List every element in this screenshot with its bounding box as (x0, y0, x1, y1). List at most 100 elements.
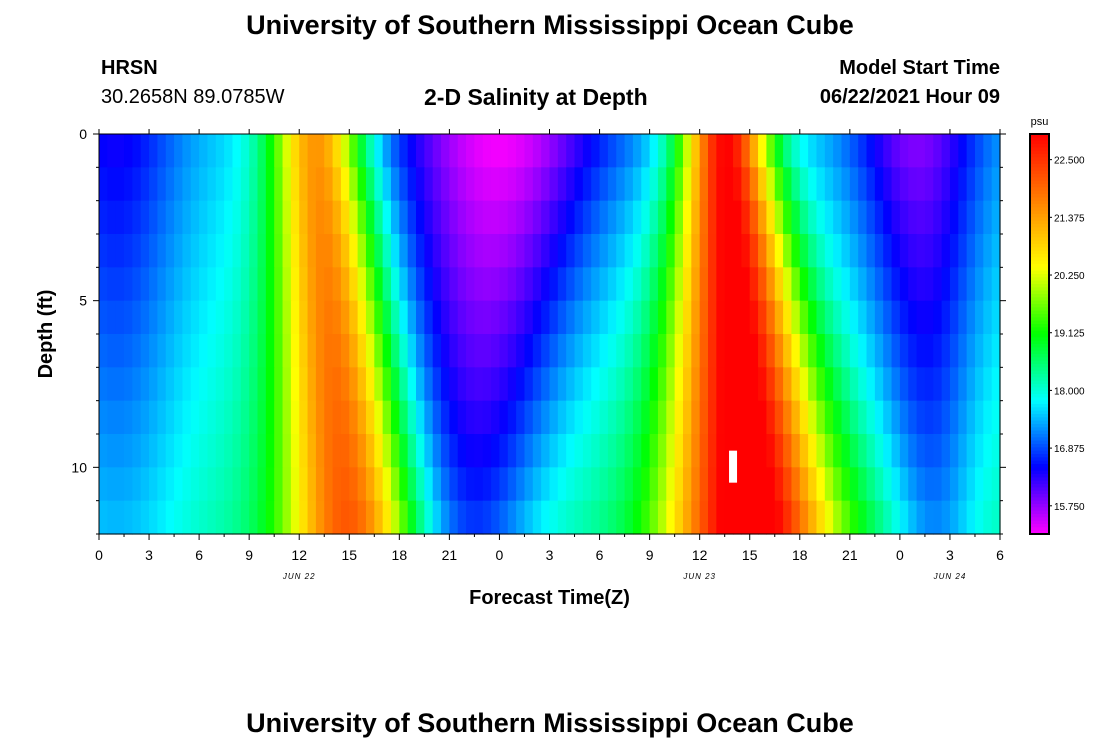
heatmap-cell (140, 400, 150, 435)
heatmap-cell (791, 334, 801, 368)
colorbar-segment (1030, 217, 1049, 222)
heatmap-cell (966, 367, 976, 402)
heatmap-cell (874, 134, 884, 168)
heatmap-cell (549, 300, 559, 335)
heatmap-cell (182, 367, 192, 402)
heatmap-cell (891, 167, 901, 202)
colorbar-segment (1030, 264, 1049, 268)
heatmap-cell (174, 300, 184, 335)
heatmap-cell (808, 434, 818, 468)
heatmap-cell (849, 400, 859, 435)
heatmap-cell (733, 200, 742, 235)
heatmap-cell (741, 300, 751, 335)
heatmap-cell (741, 434, 751, 468)
heatmap-cell (983, 500, 993, 535)
heatmap-cell (666, 300, 676, 335)
heatmap-cell (507, 234, 517, 268)
heatmap-cell (290, 467, 300, 502)
colorbar-segment (1030, 227, 1049, 232)
heatmap-cell (899, 434, 909, 468)
heatmap-cell (682, 167, 692, 202)
heatmap-cell (290, 500, 300, 535)
heatmap-cell (174, 334, 184, 368)
heatmap-cell (749, 234, 759, 268)
heatmap-cell (841, 300, 851, 335)
heatmap-cell (307, 134, 317, 168)
colorbar-segment (1030, 190, 1049, 195)
heatmap-cell (416, 300, 425, 335)
colorbar-segment (1030, 450, 1049, 455)
heatmap-cell (190, 334, 200, 368)
heatmap-cell (591, 400, 601, 435)
heatmap-cell (441, 500, 450, 535)
heatmap-cell (190, 467, 200, 502)
heatmap-cell (708, 400, 717, 435)
heatmap-cell (599, 134, 609, 168)
heatmap-cell (591, 167, 601, 202)
heatmap-cell (974, 400, 984, 435)
colorbar-tick-label: 16.875 (1054, 444, 1085, 455)
colorbar-segment (1030, 410, 1049, 415)
heatmap-cell (115, 467, 125, 502)
heatmap-cell (858, 467, 868, 502)
heatmap-cell (132, 467, 142, 502)
heatmap-cell (332, 434, 342, 468)
heatmap-cell (424, 234, 434, 268)
heatmap-cell (883, 500, 893, 535)
heatmap-cell (708, 167, 717, 202)
x-tick-label: 6 (596, 547, 604, 563)
heatmap-cell (499, 367, 509, 402)
colorbar-segment (1030, 334, 1049, 338)
heatmap-cell (416, 500, 425, 535)
heatmap-cell (641, 400, 651, 435)
heatmap-cell (624, 467, 634, 502)
heatmap-cell (833, 467, 843, 502)
heatmap-cell (107, 500, 117, 535)
heatmap-cell (107, 300, 117, 335)
heatmap-cell (165, 300, 175, 335)
heatmap-cell (399, 200, 409, 235)
heatmap-cell (883, 234, 893, 268)
heatmap-cell (741, 134, 751, 168)
heatmap-cell (174, 134, 184, 168)
heatmap-cell (808, 300, 818, 335)
heatmap-cell (340, 167, 350, 202)
heatmap-cell (499, 167, 509, 202)
heatmap-cell (324, 500, 334, 535)
heatmap-cell (290, 334, 300, 368)
heatmap-cell (224, 267, 234, 302)
heatmap-cell (749, 300, 759, 335)
heatmap-cell (215, 234, 225, 268)
heatmap-cell (933, 200, 943, 235)
heatmap-cell (124, 267, 133, 302)
heatmap-cell (299, 200, 309, 235)
heatmap-cell (891, 134, 901, 168)
heatmap-cell (441, 134, 450, 168)
heatmap-cell (449, 200, 459, 235)
heatmap-cell (924, 400, 934, 435)
heatmap-cell (858, 434, 868, 468)
colorbar-segment (1030, 234, 1049, 238)
heatmap-cell (791, 267, 801, 302)
heatmap-cell (174, 434, 184, 468)
heatmap-cell (983, 400, 993, 435)
heatmap-cell (958, 467, 968, 502)
heatmap-cell (324, 167, 334, 202)
heatmap-cell (457, 467, 467, 502)
heatmap-cell (674, 434, 684, 468)
heatmap-cell (449, 234, 459, 268)
heatmap-cell (783, 367, 793, 402)
heatmap-cell (257, 300, 267, 335)
heatmap-cell (274, 300, 284, 335)
heatmap-cell (224, 200, 234, 235)
heatmap-cell (257, 500, 267, 535)
heatmap-cell (766, 334, 776, 368)
heatmap-cell (708, 267, 717, 302)
heatmap-cell (240, 267, 250, 302)
colorbar-tick-label: 18.000 (1054, 386, 1085, 397)
heatmap-cell (591, 134, 601, 168)
heatmap-cell (516, 234, 526, 268)
heatmap-cell (399, 134, 409, 168)
heatmap-cell (541, 200, 551, 235)
heatmap-cell (958, 267, 968, 302)
